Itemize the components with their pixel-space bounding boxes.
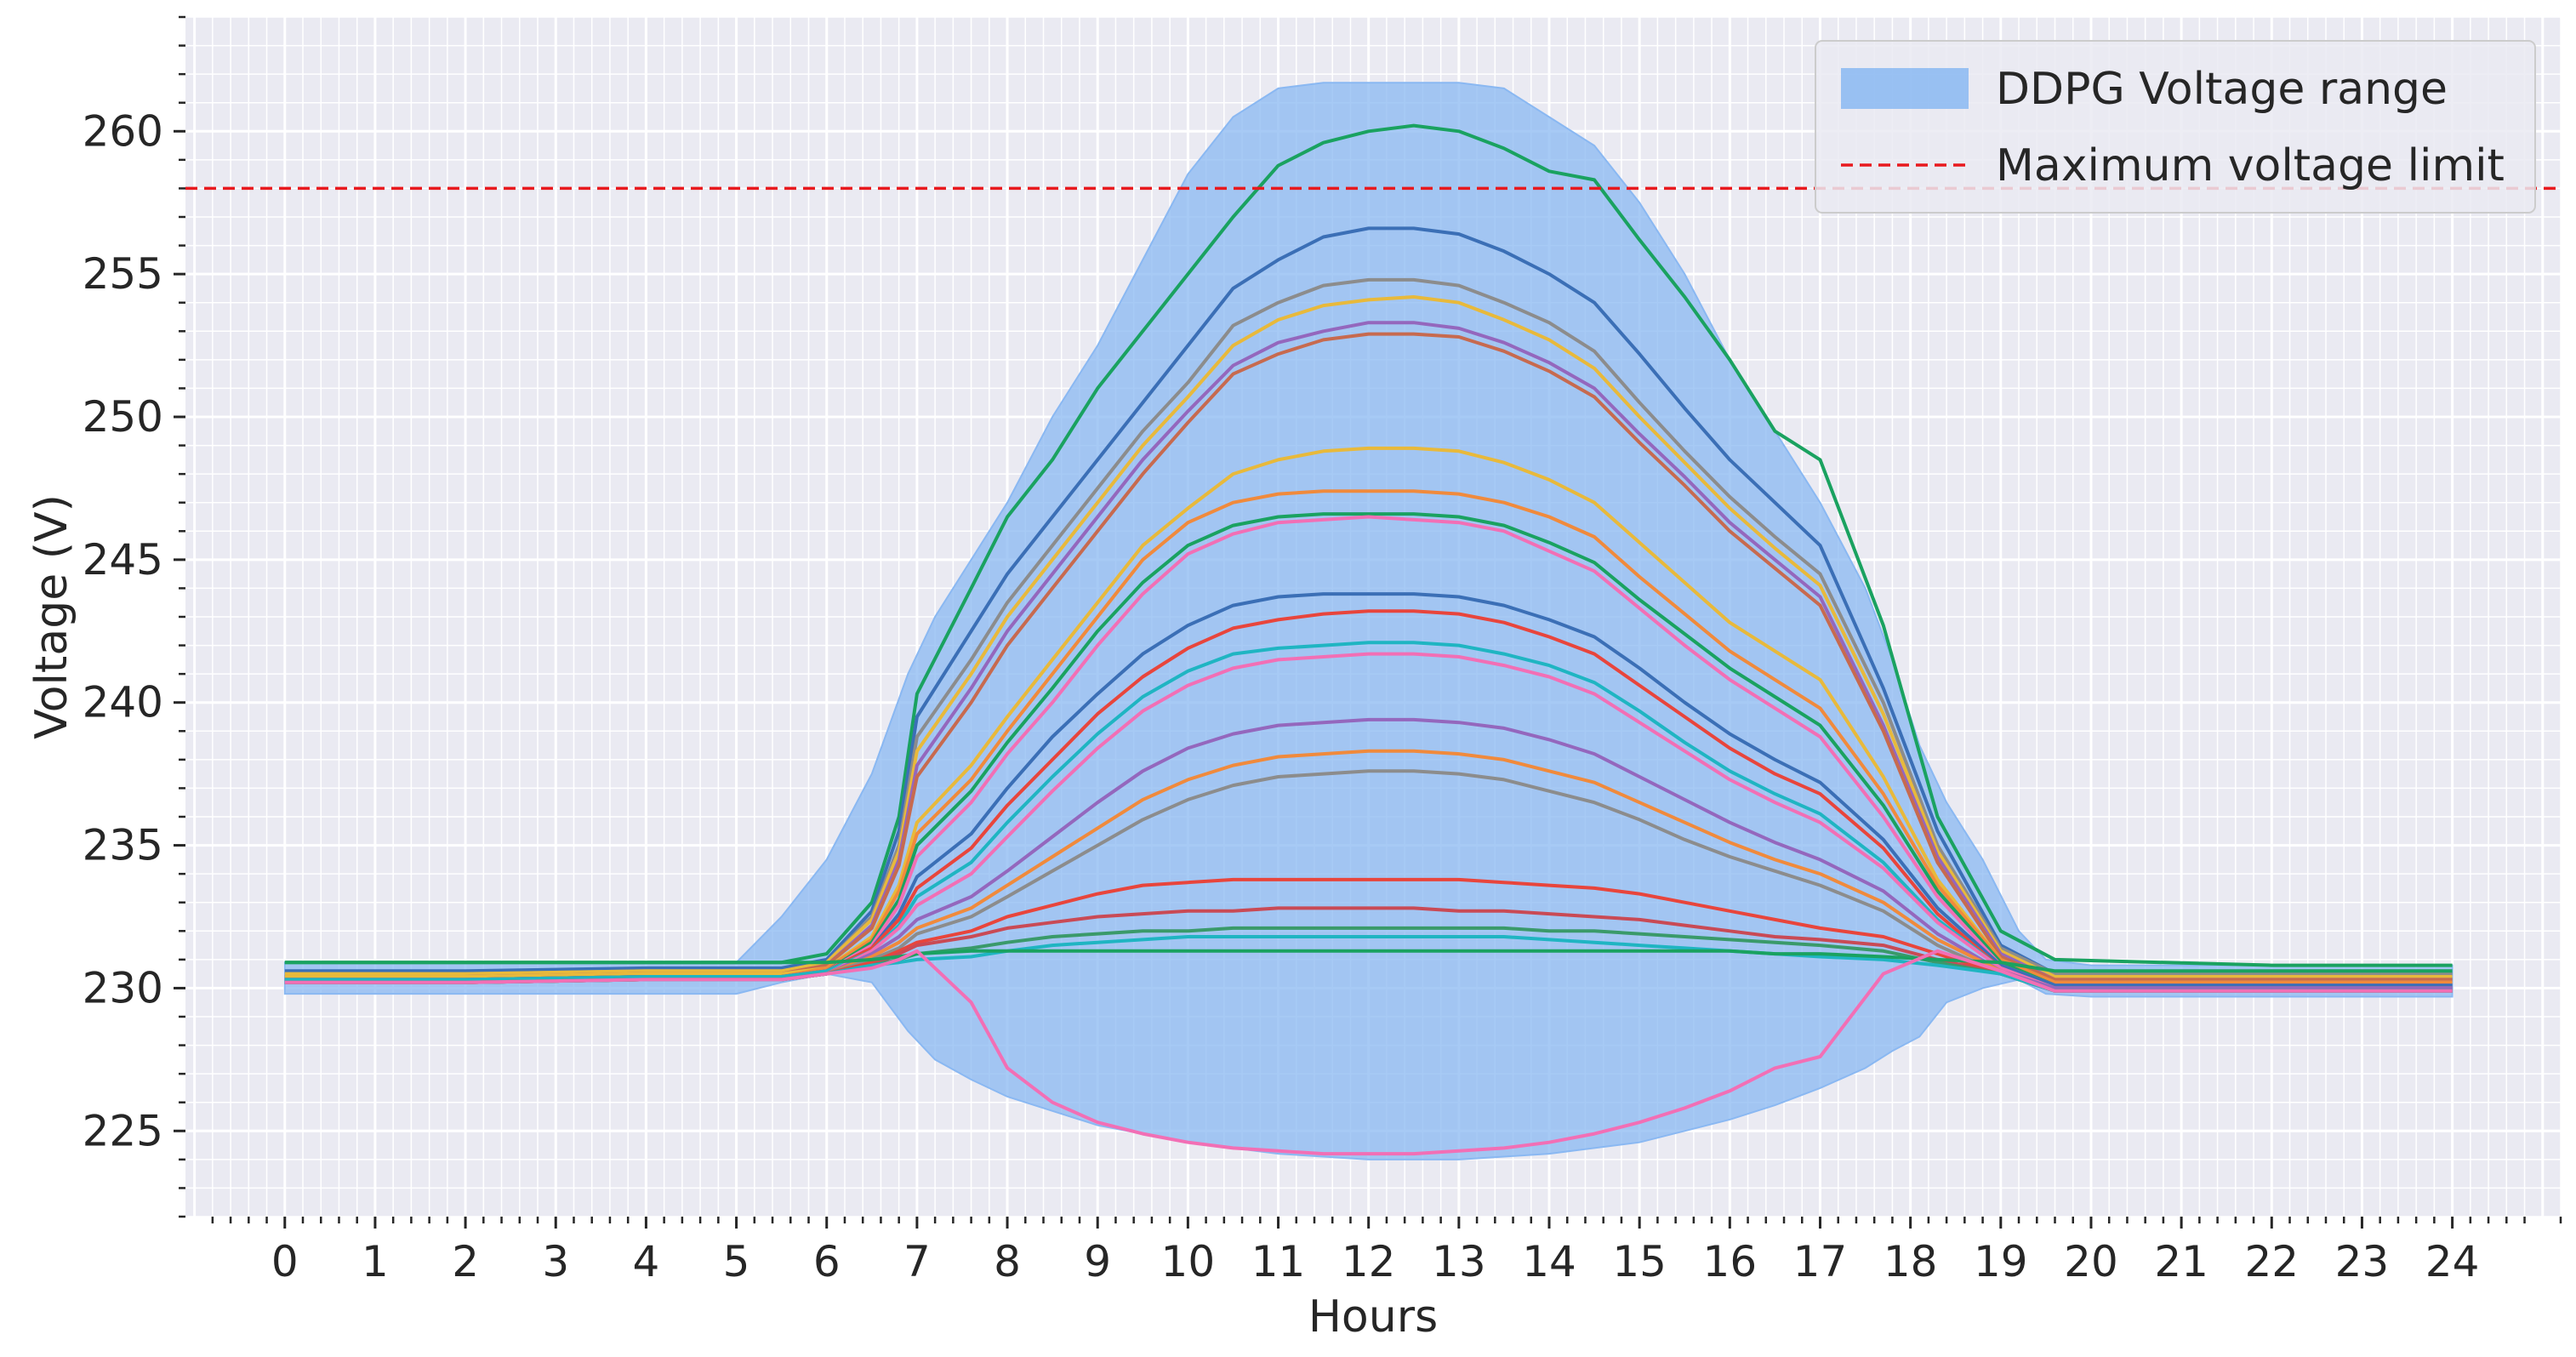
- series-line-5: [284, 332, 2453, 982]
- x-tick-label: 22: [2244, 1237, 2299, 1286]
- x-tick-label: 1: [362, 1237, 389, 1286]
- y-axis-label: Voltage (V): [26, 494, 77, 739]
- x-tick-label: 13: [1432, 1237, 1486, 1286]
- series-line-7: [284, 489, 2453, 984]
- series-lines: [284, 123, 2453, 1156]
- series-line-0: [284, 123, 2453, 967]
- series-line-15: [284, 749, 2453, 993]
- x-tick-label: 15: [1612, 1237, 1667, 1286]
- series-line-21: [284, 949, 2453, 973]
- x-tick-label: 21: [2154, 1237, 2208, 1286]
- legend-swatch-band: [1841, 68, 1969, 109]
- x-tick-label: 9: [1084, 1237, 1111, 1286]
- y-tick-label: 260: [83, 106, 163, 156]
- series-line-3: [284, 295, 2453, 978]
- legend: DDPG Voltage range Maximum voltage limit: [1815, 40, 2536, 214]
- y-tick-label: 235: [83, 821, 163, 870]
- x-tick-label: 6: [813, 1237, 841, 1286]
- legend-label-limit: Maximum voltage limit: [1996, 140, 2505, 191]
- x-tick-label: 5: [723, 1237, 750, 1286]
- y-tick-label: 245: [83, 535, 163, 584]
- y-tick-label: 255: [83, 249, 163, 299]
- x-tick-label: 4: [633, 1237, 660, 1286]
- x-tick-label: 17: [1793, 1237, 1848, 1286]
- x-axis-label: Hours: [1308, 1291, 1438, 1343]
- x-tick-label: 11: [1251, 1237, 1306, 1286]
- series-line-9: [284, 515, 2453, 988]
- series-line-10: [284, 592, 2453, 988]
- legend-box: [1815, 40, 2536, 214]
- x-tick-label: 7: [903, 1237, 931, 1286]
- x-tick-label: 18: [1884, 1237, 1938, 1286]
- series-line-13: [284, 652, 2453, 990]
- y-tick-label: 230: [83, 963, 163, 1012]
- x-tick-label: 12: [1342, 1237, 1396, 1286]
- x-tick-label: 3: [542, 1237, 569, 1286]
- x-tick-label: 20: [2064, 1237, 2118, 1286]
- series-line-1: [284, 226, 2453, 976]
- y-tick-label: 240: [83, 678, 163, 727]
- x-tick-label: 2: [452, 1237, 479, 1286]
- x-tick-label: 23: [2335, 1237, 2390, 1286]
- x-tick-label: 14: [1522, 1237, 1576, 1286]
- axes: 0 1 2 3 4 5 6 7 8 9 10 11 12 13 14 15 16 17 18 19 20 21 22 23 24…: [83, 15, 2562, 1286]
- x-tick-label: 8: [994, 1237, 1021, 1286]
- series-line-8: [284, 512, 2453, 988]
- series-line-16: [284, 769, 2453, 993]
- y-tick-label: 250: [83, 392, 163, 442]
- series-line-11: [284, 609, 2453, 990]
- y-tick-label: 225: [83, 1106, 163, 1155]
- x-tick-label: 0: [271, 1237, 299, 1286]
- x-tick-label: 24: [2425, 1237, 2480, 1286]
- series-line-22: [284, 949, 2453, 1156]
- x-tick-label: 10: [1161, 1237, 1216, 1286]
- series-line-6: [284, 446, 2453, 984]
- series-line-14: [284, 717, 2453, 990]
- x-tick-label: 19: [1974, 1237, 2028, 1286]
- legend-label-band: DDPG Voltage range: [1996, 64, 2448, 115]
- x-tick-label: 16: [1703, 1237, 1758, 1286]
